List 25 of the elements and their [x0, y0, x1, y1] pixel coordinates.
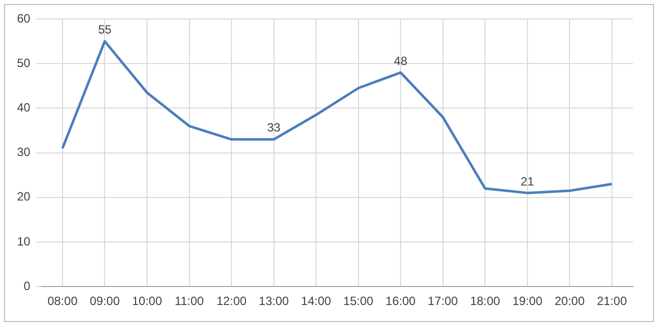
x-tick-label: 21:00 [596, 294, 628, 308]
x-tick-label: 14:00 [301, 294, 332, 308]
y-tick-label: 60 [16, 11, 31, 26]
x-tick-label: 19:00 [512, 294, 543, 308]
x-tick-label: 16:00 [386, 294, 416, 308]
x-tick-label: 09:00 [90, 294, 120, 308]
data-label: 55 [98, 22, 112, 37]
x-tick-label: 11:00 [174, 294, 204, 308]
data-label: 21 [520, 174, 534, 188]
x-tick-label: 12:00 [216, 294, 247, 308]
y-tick-label: 50 [16, 56, 31, 70]
y-tick-label: 20 [16, 190, 31, 204]
x-tick-label: 13:00 [258, 294, 290, 308]
x-tick-label: 10:00 [132, 294, 162, 308]
x-tick-label: 20:00 [554, 294, 585, 308]
x-tick-label: 18:00 [470, 294, 500, 308]
x-tick-label: 15:00 [343, 294, 374, 308]
y-tick-label: 40 [16, 100, 31, 115]
y-tick-label: 10 [16, 234, 31, 248]
y-tick-label: 0 [24, 278, 31, 293]
x-tick-label: 17:00 [428, 294, 458, 308]
data-label: 48 [394, 54, 408, 68]
y-tick-label: 30 [16, 145, 31, 160]
x-tick-label: 08:00 [47, 294, 78, 308]
data-label: 33 [267, 120, 281, 135]
